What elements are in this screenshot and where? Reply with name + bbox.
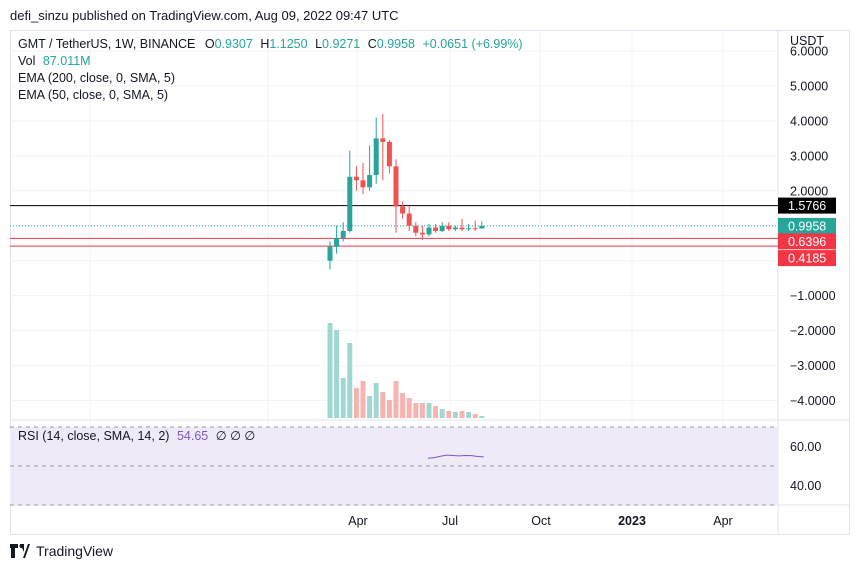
- high-value: 1.1250: [269, 37, 308, 51]
- rsi-legend: RSI (14, close, SMA, 14, 2) 54.65 ∅ ∅ ∅: [18, 428, 255, 444]
- price-badge: [778, 233, 836, 250]
- price-badge-label: 1.5766: [788, 199, 826, 213]
- volume-bar: [439, 409, 445, 418]
- symbol-name: GMT / TetherUS, 1W, BINANCE: [18, 37, 196, 51]
- volume-bar: [433, 406, 439, 418]
- price-tick-label: −1.0000: [790, 289, 836, 303]
- volume-bar: [360, 381, 366, 418]
- price-badge: [778, 197, 836, 214]
- volume-bar: [419, 403, 425, 418]
- rsi-value: 54.65: [176, 429, 209, 443]
- chart-frame[interactable]: [10, 30, 850, 535]
- volume-bar: [334, 330, 340, 418]
- rsi-tick-label: 40.00: [790, 479, 821, 493]
- candle-body: [334, 237, 340, 247]
- candle-body: [400, 206, 406, 214]
- open-value: 0.9307: [214, 37, 253, 51]
- price-tick-label: −4.0000: [790, 394, 836, 408]
- volume-bar: [367, 396, 373, 418]
- volume-bar: [386, 400, 392, 418]
- volume-bar: [426, 403, 432, 418]
- time-tick-label: Apr: [713, 514, 732, 528]
- rsi-label: RSI (14, close, SMA, 14, 2): [18, 429, 170, 443]
- rsi-line: [427, 454, 484, 459]
- price-tick-label: −2.0000: [790, 324, 836, 338]
- candle-body: [340, 231, 346, 238]
- ema50-legend: EMA (50, close, 0, SMA, 5): [18, 88, 169, 102]
- low-label: L: [315, 37, 323, 51]
- vol-value: 87.011M: [42, 54, 91, 68]
- price-tick-label: 5.0000: [790, 79, 828, 93]
- rsi-extra: ∅ ∅ ∅: [215, 429, 256, 443]
- candle-body: [380, 138, 386, 142]
- vol-label: Vol: [18, 54, 36, 68]
- volume-bar: [466, 412, 472, 418]
- close-value: 0.9958: [376, 37, 415, 51]
- candle-body: [472, 228, 478, 230]
- candle-body: [439, 225, 445, 231]
- volume-bar: [446, 411, 452, 418]
- volume-bar: [340, 378, 346, 418]
- volume-bar: [472, 414, 478, 418]
- price-badge-label: 0.6396: [788, 235, 826, 249]
- volume-bar: [479, 416, 485, 418]
- candle-body: [446, 225, 452, 230]
- volume-bar: [452, 412, 458, 418]
- candle-body: [327, 246, 333, 261]
- volume-bar: [459, 411, 465, 418]
- price-tick-label: 2.0000: [790, 184, 828, 198]
- price-tick-label: 6.0000: [790, 44, 828, 58]
- candle-body: [360, 180, 366, 188]
- rsi-tick-label: 60.00: [790, 440, 821, 454]
- price-badge-label: 0.4185: [788, 252, 826, 266]
- change-value: +0.0651 (+6.99%): [422, 37, 523, 51]
- footer-brand: TradingView: [36, 543, 114, 559]
- time-tick-label: 2023: [618, 514, 646, 528]
- candle-body: [353, 176, 359, 181]
- ema200-legend: EMA (200, close, 0, SMA, 5): [18, 71, 176, 85]
- candle-body: [406, 213, 412, 226]
- volume-legend: Vol 87.011M: [18, 53, 91, 69]
- candle-body: [433, 227, 439, 231]
- price-badge: [778, 250, 836, 267]
- volume-bar: [353, 388, 359, 418]
- candle-body: [393, 166, 399, 207]
- low-value: 0.9271: [322, 37, 361, 51]
- time-tick-label: Apr: [348, 514, 367, 528]
- volume-bar: [380, 392, 386, 418]
- candle-body: [367, 175, 373, 188]
- high-label: H: [260, 37, 270, 51]
- price-tick-label: −3.0000: [790, 359, 836, 373]
- symbol-legend: GMT / TetherUS, 1W, BINANCE O0.9307 H1.1…: [18, 36, 523, 52]
- candle-body: [459, 227, 465, 230]
- tradingview-footer[interactable]: TradingView: [10, 543, 113, 559]
- time-tick-label: Oct: [531, 514, 551, 528]
- volume-bar: [347, 343, 353, 418]
- volume-bar: [413, 403, 419, 418]
- open-label: O: [204, 37, 215, 51]
- tradingview-logo-icon: [10, 544, 30, 558]
- publish-header: defi_sinzu published on TradingView.com,…: [10, 8, 399, 23]
- candle-body: [466, 228, 472, 230]
- price-tick-label: 4.0000: [790, 114, 828, 128]
- volume-bar: [327, 323, 333, 418]
- close-label: C: [367, 37, 377, 51]
- time-tick-label: Jul: [442, 514, 458, 528]
- price-badge-label: 0.9958: [788, 219, 826, 233]
- price-tick-label: 3.0000: [790, 149, 828, 163]
- volume-bar: [406, 398, 412, 418]
- candle-body: [347, 176, 353, 231]
- volume-bar: [373, 383, 379, 418]
- candle-body: [479, 225, 485, 229]
- candle-body: [413, 225, 419, 233]
- candle-body: [373, 138, 379, 176]
- candle-body: [426, 227, 432, 235]
- volume-bar: [393, 381, 399, 418]
- candle-body: [419, 232, 425, 235]
- price-scale-currency: USDT: [790, 34, 824, 48]
- candle-body: [386, 141, 392, 167]
- candle-body: [452, 227, 458, 230]
- volume-bar: [400, 393, 406, 418]
